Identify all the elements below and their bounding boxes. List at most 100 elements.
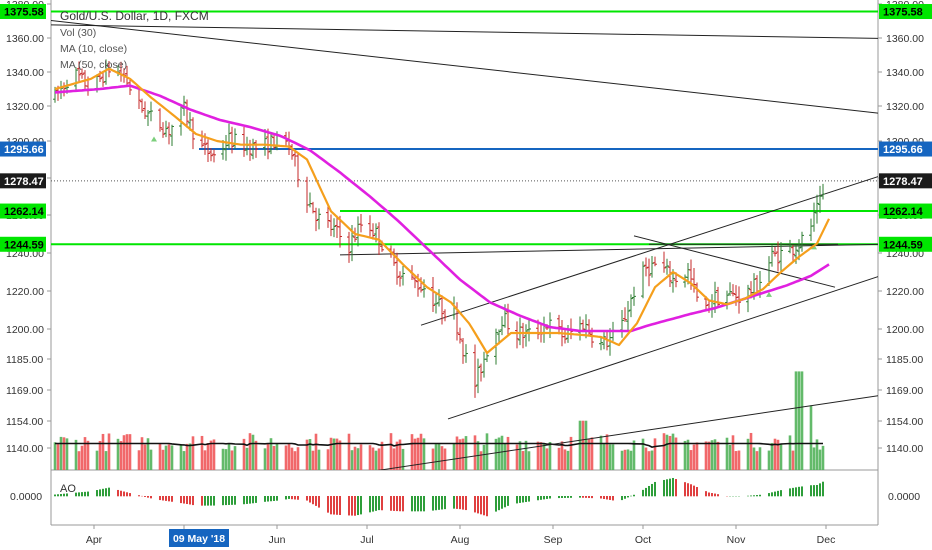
price-badge-left: 1278.47 — [0, 173, 46, 189]
y-tick-label-left: 1169.00 — [6, 385, 43, 397]
trend-line — [51, 20, 878, 114]
ao-bar — [558, 496, 560, 499]
volume-bar — [590, 437, 594, 470]
price-bar — [644, 257, 648, 277]
price-bar — [464, 344, 468, 363]
y-tick-label-right: 1154.00 — [886, 416, 923, 428]
ao-bar — [603, 496, 605, 499]
ao-bar — [264, 496, 266, 502]
volume-bar — [728, 444, 732, 470]
volume-bar — [689, 450, 693, 470]
price-bar — [185, 99, 189, 128]
volume-bar — [350, 450, 354, 470]
price-bar — [479, 363, 483, 382]
ao-bar — [183, 496, 185, 504]
volume-bar — [797, 371, 801, 470]
volume-bar — [725, 437, 729, 470]
volume-bar — [272, 445, 276, 470]
ao-bar — [690, 484, 692, 497]
volume-bar — [251, 434, 255, 470]
ao-bar — [459, 496, 461, 510]
price-bar — [458, 327, 462, 344]
ao-bar — [123, 491, 125, 497]
trend-lines — [51, 20, 878, 470]
price-badge-left: 1244.59 — [0, 236, 46, 252]
volume-bar — [200, 435, 204, 470]
volume-bar — [506, 436, 510, 470]
volume-bar — [116, 438, 120, 470]
ao-bar — [210, 496, 212, 506]
volume-bar — [125, 434, 129, 470]
ao-bar — [339, 496, 341, 515]
price-bar — [524, 324, 528, 347]
price-bar — [191, 117, 195, 150]
volume-bar — [494, 438, 498, 470]
ao-bar — [207, 496, 209, 506]
volume-bar — [245, 447, 249, 470]
ao-zero-label-right: 0.0000 — [888, 491, 920, 503]
price-bar — [779, 242, 783, 272]
ao-bar — [378, 496, 380, 511]
price-bar — [476, 358, 480, 394]
x-tick-label: Aug — [451, 534, 470, 546]
volume-bar — [560, 441, 564, 470]
volume-bar — [185, 443, 189, 470]
volume-bar — [767, 450, 771, 470]
price-bar — [359, 214, 363, 233]
volume-bar — [620, 450, 624, 470]
svg-text:1278.47: 1278.47 — [883, 176, 923, 188]
volume-bar — [737, 450, 741, 470]
volume-bar — [263, 448, 267, 470]
volume-bar — [812, 447, 816, 470]
ao-bar — [642, 489, 644, 497]
ao-bar — [432, 496, 434, 511]
svg-text:1262.14: 1262.14 — [883, 206, 924, 218]
ao-bar — [420, 496, 422, 512]
ao-bar — [483, 496, 485, 516]
ao-bar — [372, 496, 374, 512]
ao-bar — [798, 486, 800, 497]
volume-bar — [269, 438, 273, 470]
volume-bar — [356, 448, 360, 470]
ao-bar — [675, 479, 677, 497]
horizontal-levels — [51, 10, 878, 246]
price-bar — [398, 271, 402, 287]
ao-bar — [588, 496, 590, 499]
price-bar — [161, 122, 165, 138]
volume-bar — [182, 451, 186, 470]
volume-bar — [791, 450, 795, 470]
ao-bar — [672, 477, 674, 497]
volume-bar — [623, 449, 627, 470]
ao-bar — [129, 493, 131, 497]
y-tick-label-left: 1320.00 — [6, 101, 44, 113]
volume-bar — [650, 450, 654, 470]
volume-bar — [686, 439, 690, 470]
volume-bar — [776, 439, 780, 470]
ao-bar — [537, 496, 539, 501]
ma10-line — [54, 67, 830, 355]
ao-bar — [150, 496, 152, 499]
svg-text:1375.58: 1375.58 — [883, 7, 923, 19]
ao-bar — [144, 496, 146, 497]
price-badge-right: 1375.58 — [879, 4, 932, 20]
volume-bar — [335, 438, 339, 470]
ao-bar — [564, 496, 566, 498]
ao-bar — [444, 496, 446, 510]
ao-bar — [621, 496, 623, 501]
y-tick-label-left: 1154.00 — [6, 416, 43, 428]
volume-bar — [548, 441, 552, 470]
y-tick-label-right: 1200.00 — [886, 324, 924, 336]
ao-bar — [117, 489, 119, 497]
ao-bar — [96, 490, 98, 497]
ao-bar — [645, 487, 647, 497]
price-bar — [641, 261, 645, 299]
volume-bar — [275, 443, 279, 470]
volume-bar — [749, 432, 753, 470]
volume-bar — [485, 433, 489, 470]
ao-bar — [780, 490, 782, 497]
price-bar — [254, 140, 258, 158]
ao-bar — [756, 495, 758, 497]
volume-bar — [605, 434, 609, 470]
volume-bar — [290, 447, 294, 470]
volume-bar — [773, 438, 777, 470]
